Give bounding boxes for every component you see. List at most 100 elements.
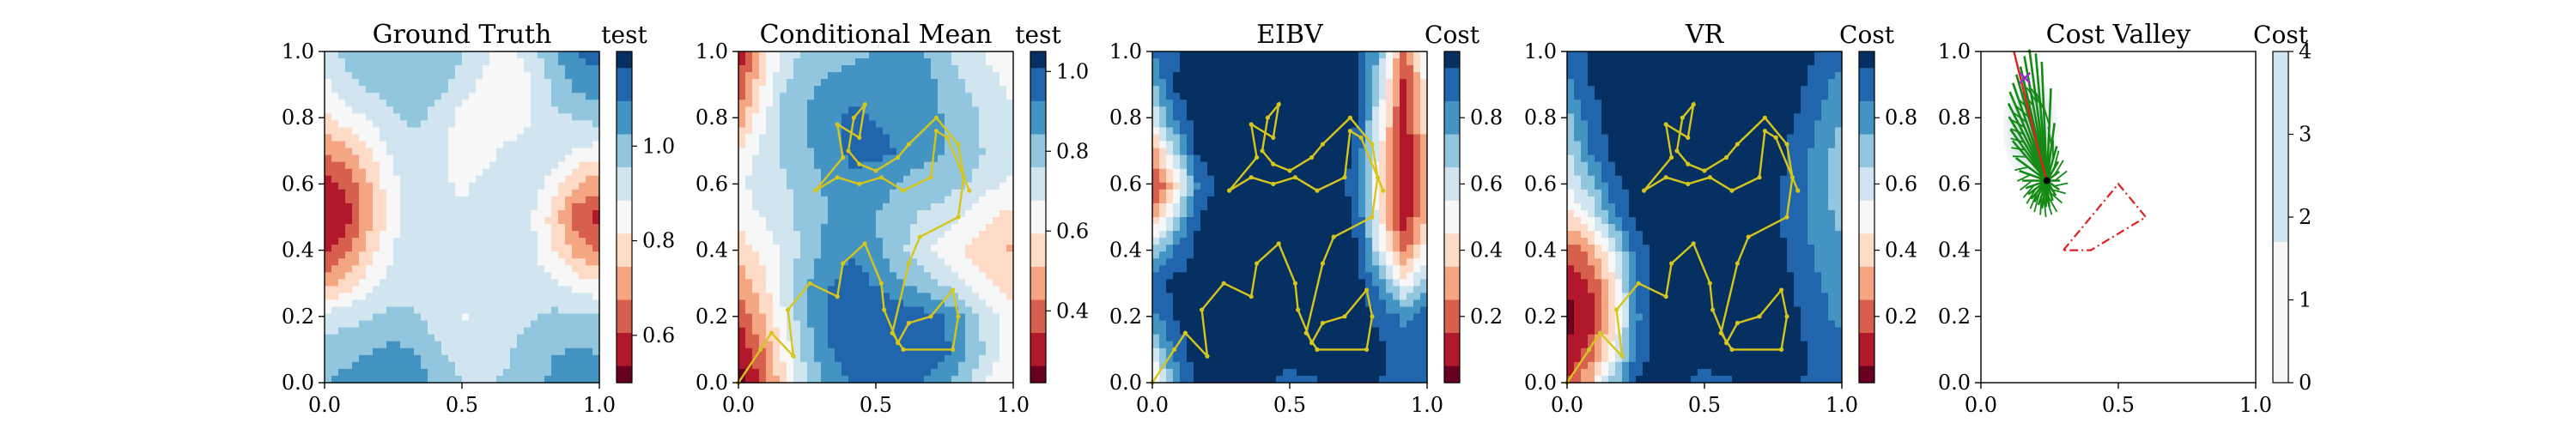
heatmap-cell [931, 265, 939, 273]
heatmap-cell [999, 93, 1007, 100]
heatmap-cell [999, 361, 1007, 370]
heatmap-cell [352, 93, 360, 100]
heatmap-cell [814, 79, 822, 87]
heatmap-cell [759, 293, 767, 301]
heatmap-cell [1152, 182, 1160, 190]
heatmap-cell [951, 251, 959, 259]
heatmap-cell [1297, 106, 1304, 114]
heatmap-cell [483, 106, 490, 114]
heatmap-cell [496, 341, 504, 349]
heatmap-cell [814, 51, 822, 59]
heatmap-cell [407, 196, 415, 204]
heatmap-cell [496, 161, 504, 170]
heatmap-cell [1283, 182, 1291, 190]
heatmap-cell [793, 202, 801, 211]
heatmap-cell [999, 341, 1007, 349]
heatmap-cell [972, 209, 980, 218]
heatmap-cell [938, 320, 945, 329]
heatmap-cell [793, 58, 801, 66]
heatmap-cell [1207, 93, 1215, 100]
heatmap-cell [380, 217, 387, 225]
heatmap-cell [793, 79, 801, 87]
heatmap-cell [793, 347, 801, 356]
heatmap-cell [510, 341, 518, 349]
heatmap-cell [380, 72, 387, 80]
heatmap-cell [551, 320, 559, 329]
heatmap-cell [1200, 202, 1208, 211]
heatmap-cell [414, 279, 422, 287]
colorbar-segment [1030, 275, 1046, 284]
heatmap-cell [1393, 127, 1400, 136]
heatmap-cell [890, 86, 897, 94]
heatmap-cell [400, 202, 408, 211]
heatmap-cell [1006, 245, 1014, 252]
heatmap-cell [455, 306, 463, 315]
heatmap-cell [476, 58, 483, 66]
heatmap-cell [380, 209, 387, 218]
heatmap-cell [1303, 79, 1311, 87]
heatmap-cell [1187, 209, 1194, 218]
heatmap-cell [999, 189, 1007, 197]
heatmap-cell [752, 265, 760, 273]
heatmap-cell [1262, 189, 1270, 197]
heatmap-cell [366, 265, 374, 273]
heatmap-cell [759, 238, 767, 245]
heatmap-cell [814, 279, 822, 287]
heatmap-cell [1297, 86, 1304, 94]
heatmap-cell [1317, 51, 1325, 59]
heatmap-cell [828, 86, 835, 94]
heatmap-cell [544, 354, 552, 363]
heatmap-cell [855, 100, 863, 107]
heatmap-cell [421, 272, 428, 280]
heatmap-cell [890, 161, 897, 170]
heatmap-cell [1180, 120, 1188, 129]
heatmap-cell [986, 347, 993, 356]
heatmap-cell [407, 286, 415, 294]
heatmap-cell [1365, 72, 1373, 80]
heatmap-cell [517, 238, 525, 245]
heatmap-cell [476, 238, 483, 245]
heatmap-cell [503, 258, 511, 266]
heatmap-cell [565, 217, 573, 225]
heatmap-cell [496, 224, 504, 232]
heatmap-cell [544, 224, 552, 232]
heatmap-cell [579, 224, 586, 232]
heatmap-cell [1152, 106, 1160, 114]
heatmap-cell [841, 245, 849, 252]
heatmap-cell [1269, 209, 1277, 218]
heatmap-cell [1152, 141, 1160, 149]
heatmap-cell [999, 251, 1007, 259]
colorbar-segment [1030, 208, 1046, 218]
heatmap-cell [1166, 189, 1174, 197]
heatmap-cell [476, 106, 483, 114]
heatmap-cell [1338, 86, 1346, 94]
heatmap-cell [531, 306, 538, 315]
heatmap-cell [869, 368, 877, 377]
heatmap-cell [1352, 72, 1359, 80]
heatmap-cell [551, 154, 559, 163]
heatmap-cell [517, 106, 525, 114]
heatmap-cell [380, 327, 387, 335]
heatmap-cell [993, 65, 1000, 73]
heatmap-cell [1393, 148, 1400, 156]
heatmap-cell [510, 347, 518, 356]
heatmap-cell [896, 93, 904, 100]
heatmap-cell [544, 375, 552, 384]
heatmap-cell [848, 306, 856, 315]
heatmap-cell [855, 182, 863, 190]
heatmap-cell [476, 209, 483, 218]
heatmap-cell [400, 196, 408, 204]
heatmap-cell [386, 238, 394, 245]
heatmap-cell [421, 182, 428, 190]
heatmap-cell [910, 265, 918, 273]
colorbar-segment [1030, 266, 1046, 276]
heatmap-cell [986, 320, 993, 329]
heatmap-cell [821, 354, 829, 363]
heatmap-cell [572, 320, 580, 329]
heatmap-cell [766, 245, 774, 252]
heatmap-cell [338, 51, 346, 59]
heatmap-cell [993, 209, 1000, 218]
heatmap-cell [1180, 86, 1188, 94]
heatmap-cell [1365, 100, 1373, 107]
y-tick-label: 0.2 [282, 305, 314, 329]
